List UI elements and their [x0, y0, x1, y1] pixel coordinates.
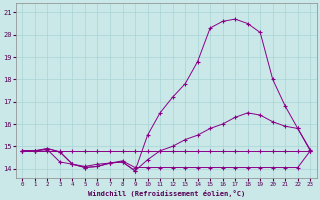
X-axis label: Windchill (Refroidissement éolien,°C): Windchill (Refroidissement éolien,°C) [88, 190, 245, 197]
